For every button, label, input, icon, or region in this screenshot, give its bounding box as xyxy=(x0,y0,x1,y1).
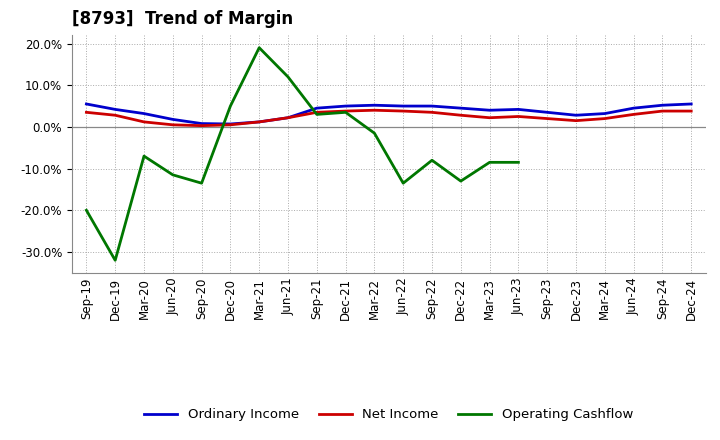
Ordinary Income xyxy=(600,111,609,116)
Operating Cashflow xyxy=(82,208,91,213)
Net Income xyxy=(600,116,609,121)
Net Income xyxy=(341,108,350,114)
Line: Net Income: Net Income xyxy=(86,110,691,126)
Operating Cashflow xyxy=(485,160,494,165)
Net Income xyxy=(312,110,321,115)
Ordinary Income xyxy=(514,107,523,112)
Operating Cashflow xyxy=(514,160,523,165)
Net Income xyxy=(399,108,408,114)
Ordinary Income xyxy=(284,115,292,121)
Operating Cashflow xyxy=(255,45,264,50)
Operating Cashflow xyxy=(399,180,408,186)
Net Income xyxy=(82,110,91,115)
Net Income xyxy=(629,112,638,117)
Ordinary Income xyxy=(111,107,120,112)
Line: Operating Cashflow: Operating Cashflow xyxy=(86,48,518,260)
Operating Cashflow xyxy=(226,103,235,109)
Legend: Ordinary Income, Net Income, Operating Cashflow: Ordinary Income, Net Income, Operating C… xyxy=(139,403,639,426)
Operating Cashflow xyxy=(341,110,350,115)
Net Income xyxy=(370,108,379,113)
Operating Cashflow xyxy=(312,112,321,117)
Operating Cashflow xyxy=(456,179,465,184)
Ordinary Income xyxy=(399,103,408,109)
Operating Cashflow xyxy=(168,172,177,177)
Line: Ordinary Income: Ordinary Income xyxy=(86,104,691,124)
Ordinary Income xyxy=(82,101,91,106)
Net Income xyxy=(428,110,436,115)
Ordinary Income xyxy=(140,111,148,116)
Net Income xyxy=(226,122,235,128)
Net Income xyxy=(111,113,120,118)
Net Income xyxy=(284,115,292,121)
Ordinary Income xyxy=(341,103,350,109)
Net Income xyxy=(543,116,552,121)
Ordinary Income xyxy=(658,103,667,108)
Ordinary Income xyxy=(456,106,465,111)
Operating Cashflow xyxy=(111,258,120,263)
Net Income xyxy=(456,113,465,118)
Net Income xyxy=(572,118,580,123)
Ordinary Income xyxy=(255,119,264,125)
Operating Cashflow xyxy=(284,74,292,80)
Ordinary Income xyxy=(629,106,638,111)
Net Income xyxy=(140,119,148,125)
Ordinary Income xyxy=(543,110,552,115)
Ordinary Income xyxy=(572,113,580,118)
Net Income xyxy=(514,114,523,119)
Operating Cashflow xyxy=(370,131,379,136)
Operating Cashflow xyxy=(140,154,148,159)
Net Income xyxy=(255,119,264,125)
Operating Cashflow xyxy=(197,180,206,186)
Ordinary Income xyxy=(428,103,436,109)
Ordinary Income xyxy=(485,108,494,113)
Ordinary Income xyxy=(197,121,206,126)
Ordinary Income xyxy=(226,121,235,127)
Net Income xyxy=(658,108,667,114)
Net Income xyxy=(687,108,696,114)
Ordinary Income xyxy=(168,117,177,122)
Ordinary Income xyxy=(370,103,379,108)
Net Income xyxy=(485,115,494,121)
Ordinary Income xyxy=(687,101,696,106)
Net Income xyxy=(197,123,206,128)
Operating Cashflow xyxy=(428,158,436,163)
Text: [8793]  Trend of Margin: [8793] Trend of Margin xyxy=(72,10,293,28)
Ordinary Income xyxy=(312,106,321,111)
Net Income xyxy=(168,122,177,128)
